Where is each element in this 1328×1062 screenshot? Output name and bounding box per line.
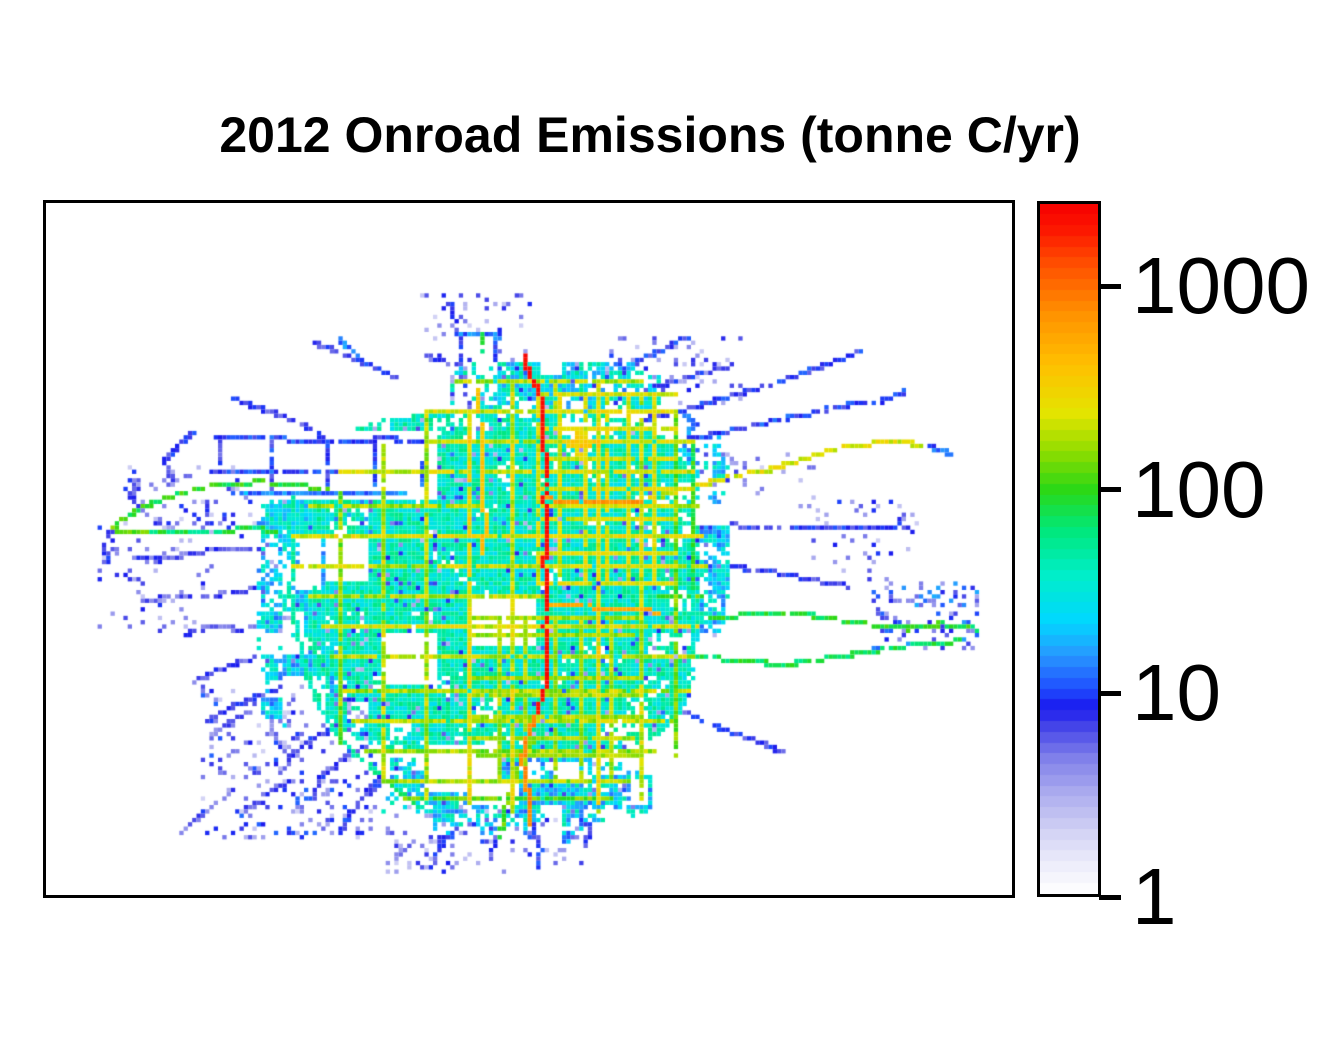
map-plot-frame [43, 200, 1015, 898]
colorbar-tick-label-1: 1 [1132, 852, 1177, 941]
emissions-map-canvas [46, 203, 1012, 895]
colorbar-frame [1037, 201, 1101, 897]
colorbar-tick-label-100: 100 [1132, 444, 1266, 534]
chart-title: 2012 Onroad Emissions (tonne C/yr) [219, 107, 1081, 163]
colorbar-tick-label-10: 10 [1132, 648, 1221, 738]
colorbar-tick-mark-10 [1099, 690, 1121, 696]
colorbar-gradient-canvas [1040, 204, 1098, 894]
colorbar-tick-mark-1000 [1099, 283, 1121, 289]
colorbar-tick-label-1000: 1000 [1132, 241, 1310, 331]
colorbar-tick-mark-100 [1099, 487, 1121, 493]
colorbar-tick-mark-1 [1099, 894, 1121, 900]
